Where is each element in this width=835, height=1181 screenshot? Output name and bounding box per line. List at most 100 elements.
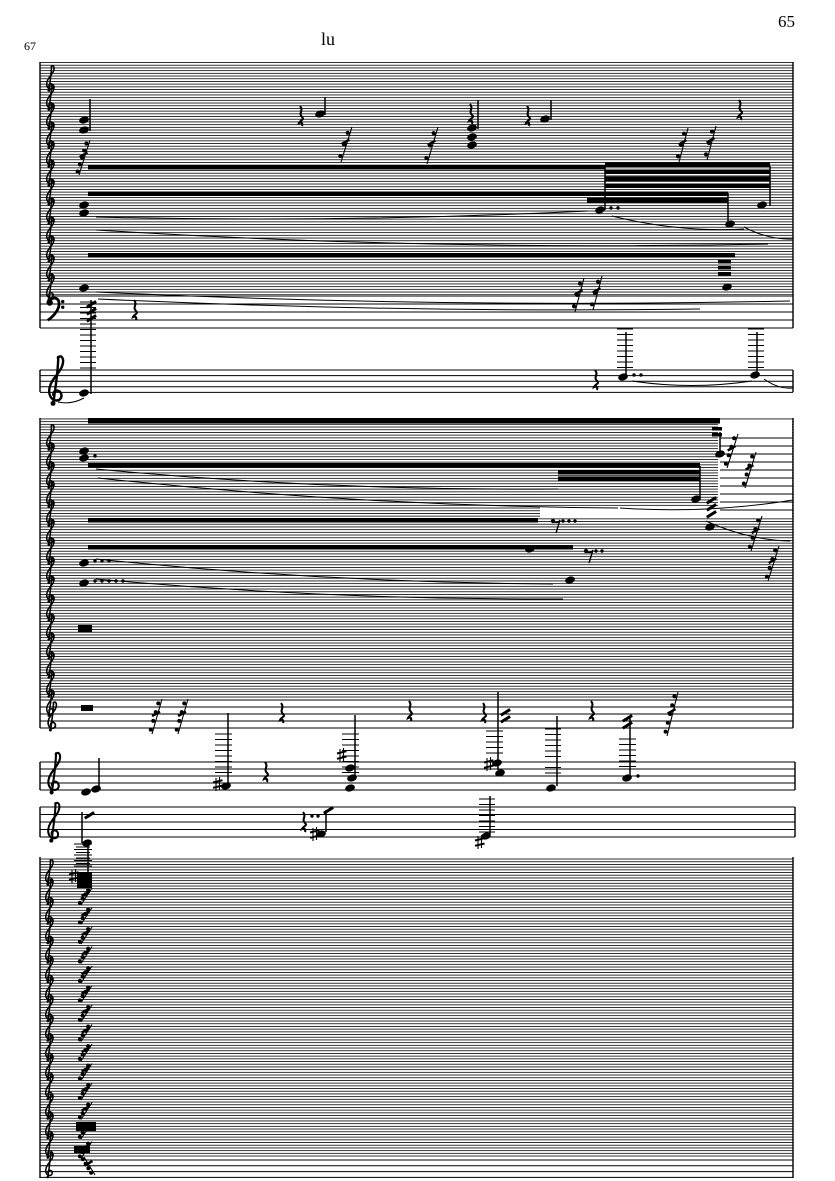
- sharp-icon: [68, 869, 79, 883]
- treble-clef-icon: [45, 878, 54, 906]
- quarter-rest: [278, 702, 285, 724]
- augmentation-dot: [632, 373, 636, 377]
- notehead: [467, 133, 477, 141]
- slur: [95, 558, 554, 585]
- slur: [619, 499, 794, 511]
- notehead: [595, 206, 620, 214]
- grace-run: [663, 691, 679, 737]
- grace-run: [75, 139, 91, 176]
- notehead: [467, 141, 477, 149]
- treble-clef-icon: [45, 1132, 54, 1159]
- rest-layer: [131, 99, 743, 833]
- notehead: [540, 115, 550, 123]
- quarter-rest: [262, 761, 269, 783]
- notehead: [79, 116, 89, 124]
- slur: [95, 468, 559, 490]
- notehead: [91, 785, 101, 793]
- slur: [743, 226, 794, 240]
- treble-clef-icon: [45, 1151, 54, 1179]
- treble-clef-icon: [45, 1034, 54, 1062]
- tremolo-slash: [706, 503, 717, 512]
- augmentation-dot: [636, 774, 640, 778]
- staff-block-layer: [39, 62, 796, 1178]
- grace-run: [77, 887, 93, 906]
- treble-clef-icon: [45, 1073, 54, 1101]
- grace-run: [77, 1121, 93, 1140]
- notehead: [618, 373, 643, 381]
- beam: [81, 705, 93, 711]
- beam: [718, 266, 731, 270]
- tremolo-slash: [500, 715, 511, 724]
- tremolo-slash: [83, 811, 95, 820]
- slur: [95, 210, 589, 220]
- grace-run: [77, 1043, 93, 1062]
- treble-clef-icon: [48, 355, 65, 406]
- slur: [97, 298, 701, 311]
- grace-run: [704, 125, 717, 161]
- ledger-lines: [76, 846, 90, 864]
- treble-clef-icon: [47, 701, 58, 732]
- notehead: [345, 764, 355, 772]
- beam: [78, 625, 92, 632]
- grace-run: [77, 1141, 93, 1159]
- beam: [718, 260, 731, 264]
- treble-clef-icon: [45, 917, 54, 945]
- beam: [88, 165, 605, 170]
- notehead: [715, 450, 725, 458]
- note-layer: [79, 110, 767, 847]
- sharp-icon: [309, 827, 320, 841]
- beam: [88, 463, 700, 468]
- augmentation-dot: [100, 579, 104, 583]
- grace-run: [77, 926, 93, 945]
- treble-clef-icon: [47, 751, 62, 795]
- beam: [712, 427, 722, 431]
- quarter-rest: [736, 99, 743, 121]
- bass-clef-icon: [46, 296, 65, 322]
- notehead: [495, 769, 505, 777]
- quarter-rest: [297, 105, 304, 127]
- tremolo-slash: [86, 307, 97, 316]
- notehead: [81, 788, 91, 796]
- treble-clef-icon: [45, 937, 54, 964]
- tremolo-slash: [622, 721, 633, 730]
- sharp-icon: [474, 835, 485, 849]
- grace-run: [77, 965, 93, 984]
- grace-run: [590, 275, 603, 311]
- augmentation-dot: [609, 206, 613, 210]
- notehead: [725, 220, 735, 228]
- treble-clef-icon: [45, 1093, 54, 1120]
- grace-run: [764, 545, 780, 582]
- slur: [95, 229, 769, 247]
- beam: [77, 872, 92, 888]
- accidental-layer: [68, 748, 494, 883]
- slur: [631, 380, 753, 386]
- grace-run: [572, 277, 585, 313]
- grace-run: [676, 127, 689, 163]
- notehead: [347, 774, 357, 782]
- quarter-rest: [467, 103, 474, 125]
- grace-run-layer: [75, 125, 780, 1176]
- grace-run: [723, 433, 739, 469]
- grace-run: [77, 1102, 93, 1120]
- tremolo-slash: [622, 714, 633, 723]
- quarter-rest: [406, 700, 413, 722]
- beam: [558, 476, 700, 481]
- augmentation-dot: [93, 559, 97, 563]
- tremolo-slash: [706, 510, 717, 519]
- tremolo-layer: [83, 300, 717, 820]
- beam: [605, 183, 770, 188]
- treble-clef-icon: [45, 956, 54, 984]
- tremolo-slash: [322, 806, 334, 815]
- augmentation-dot: [639, 373, 643, 377]
- beam: [605, 169, 770, 174]
- quarter-rest: [480, 702, 487, 724]
- slur: [611, 215, 745, 231]
- beam: [712, 433, 722, 437]
- treble-clef-icon: [45, 1015, 54, 1042]
- augmentation-dot: [616, 206, 620, 210]
- augmentation-dot: [93, 579, 97, 583]
- beam: [88, 253, 735, 258]
- staff-gap: [718, 420, 792, 515]
- notehead: [315, 110, 325, 118]
